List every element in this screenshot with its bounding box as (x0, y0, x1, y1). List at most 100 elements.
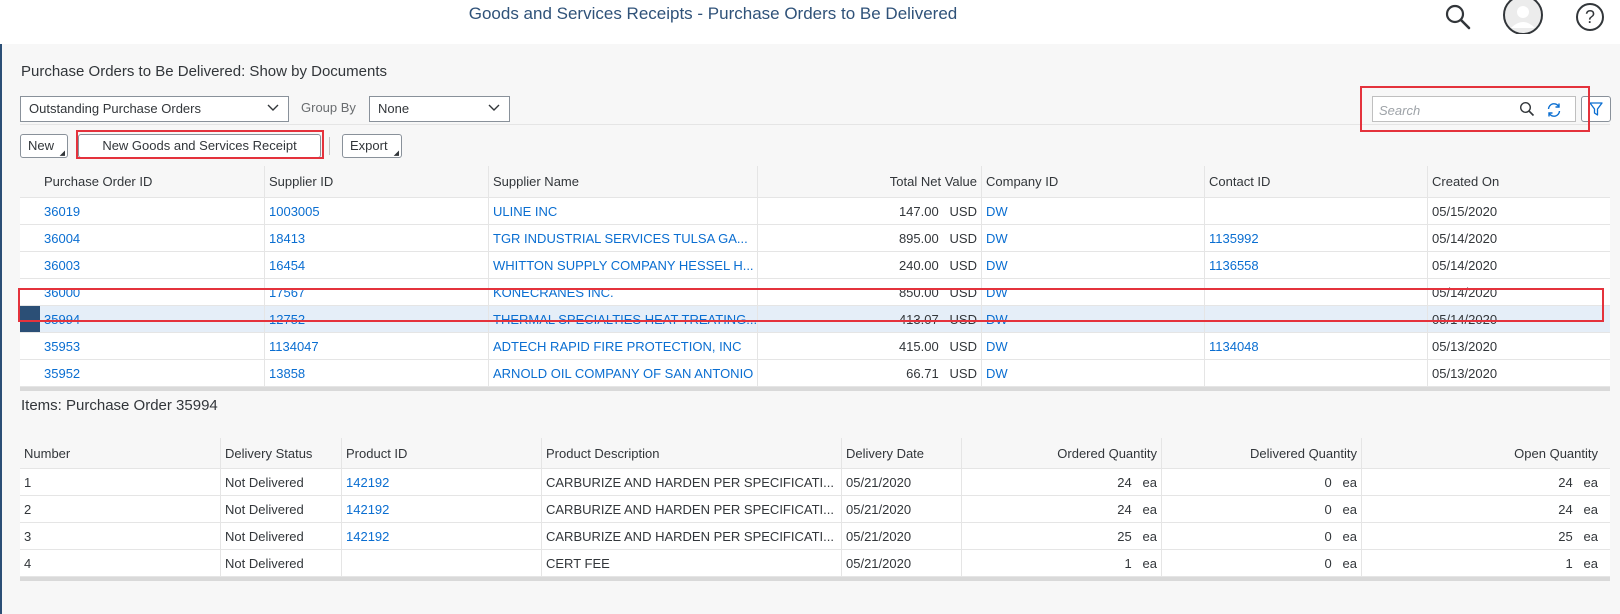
supplier-id-link[interactable]: 16454 (264, 252, 488, 278)
filter-button[interactable] (1581, 96, 1611, 122)
column-header[interactable]: Product Description (541, 438, 841, 468)
ordered-quantity-cell: 24 ea (961, 469, 1161, 495)
refresh-icon[interactable] (1545, 101, 1563, 119)
help-button[interactable]: ? (1572, 0, 1608, 34)
export-button[interactable]: Export ◢ (342, 134, 402, 158)
table-row[interactable]: 35953 1134047 ADTECH RAPID FIRE PROTECTI… (20, 333, 1610, 360)
chevron-down-icon (488, 104, 500, 111)
group-by-value: None (378, 101, 410, 116)
search-icon[interactable] (1519, 101, 1535, 117)
row-selection-marker[interactable] (20, 306, 40, 332)
product-id-link[interactable] (341, 550, 541, 576)
po-id-link[interactable]: 35953 (44, 339, 81, 354)
column-header[interactable]: Created On (1427, 166, 1610, 197)
table-row[interactable]: 1 Not Delivered 142192 CARBURIZE AND HAR… (20, 469, 1610, 496)
supplier-name-link[interactable]: ADTECH RAPID FIRE PROTECTION, INC (488, 333, 757, 359)
open-quantity-cell: 25 ea (1361, 523, 1610, 549)
contact-id-link[interactable]: 1134048 (1204, 333, 1427, 359)
search-input[interactable] (1379, 101, 1504, 119)
table-row[interactable]: 35994 12752 THERMAL SPECIALTIES HEAT TRE… (20, 306, 1610, 333)
menu-corner-icon: ◢ (393, 150, 399, 157)
column-header[interactable]: Delivery Date (841, 438, 961, 468)
table-row[interactable]: 3 Not Delivered 142192 CARBURIZE AND HAR… (20, 523, 1610, 550)
column-header[interactable]: Number (24, 446, 71, 461)
column-header[interactable]: Purchase Order ID (44, 174, 153, 189)
product-id-link[interactable]: 142192 (341, 496, 541, 522)
company-id-link[interactable]: DW (981, 252, 1204, 278)
column-header[interactable]: Open Quantity (1361, 438, 1610, 468)
table-bottom-bar (20, 577, 1610, 581)
shell-bar: Goods and Services Receipts - Purchase O… (0, 0, 1620, 44)
table-row[interactable]: 35952 13858 ARNOLD OIL COMPANY OF SAN AN… (20, 360, 1610, 387)
supplier-name-link[interactable]: ARNOLD OIL COMPANY OF SAN ANTONIO (488, 360, 757, 386)
company-id-link[interactable]: DW (981, 306, 1204, 332)
group-by-select[interactable]: None (369, 96, 510, 122)
column-header[interactable]: Supplier Name (488, 166, 757, 197)
po-id-link[interactable]: 36003 (44, 258, 81, 273)
supplier-id-link[interactable]: 1003005 (264, 198, 488, 224)
contact-id-link[interactable] (1204, 279, 1427, 305)
currency: USD (949, 339, 977, 354)
net-value-cell: 66.71 USD (757, 360, 981, 386)
column-header[interactable]: Company ID (981, 166, 1204, 197)
supplier-name-link[interactable]: WHITTON SUPPLY COMPANY HESSEL H... (488, 252, 757, 278)
table-row[interactable]: 36003 16454 WHITTON SUPPLY COMPANY HESSE… (20, 252, 1610, 279)
column-header[interactable]: Total Net Value (757, 166, 981, 197)
shell-search-button[interactable] (1440, 2, 1476, 32)
open-quantity-cell: 1 ea (1361, 550, 1610, 576)
contact-id-link[interactable]: 1136558 (1204, 252, 1427, 278)
contact-id-link[interactable] (1204, 306, 1427, 332)
po-id-link[interactable]: 36019 (44, 204, 81, 219)
supplier-id-link[interactable]: 13858 (264, 360, 488, 386)
contact-id-link[interactable] (1204, 198, 1427, 224)
table-row[interactable]: 2 Not Delivered 142192 CARBURIZE AND HAR… (20, 496, 1610, 523)
item-number-cell: 1 (24, 475, 32, 490)
supplier-id-link[interactable]: 18413 (264, 225, 488, 251)
delivered-quantity: 0 (1324, 502, 1332, 517)
product-id-link[interactable]: 142192 (341, 469, 541, 495)
column-header[interactable]: Product ID (341, 438, 541, 468)
ordered-quantity-cell: 1 ea (961, 550, 1161, 576)
po-id-link[interactable]: 36004 (44, 231, 81, 246)
supplier-name-link[interactable]: TGR INDUSTRIAL SERVICES TULSA GA... (488, 225, 757, 251)
supplier-id-link[interactable]: 12752 (264, 306, 488, 332)
column-header[interactable]: Contact ID (1204, 166, 1427, 197)
user-avatar-button[interactable] (1502, 0, 1544, 34)
contact-id-link[interactable] (1204, 360, 1427, 386)
supplier-name-link[interactable]: THERMAL SPECIALTIES HEAT TREATING... (488, 306, 757, 332)
ordered-quantity: 25 (1117, 529, 1132, 544)
column-header[interactable]: Ordered Quantity (961, 438, 1161, 468)
new-button[interactable]: New ◢ (20, 134, 68, 158)
net-value: 415.00 (898, 339, 939, 354)
column-header[interactable]: Supplier ID (264, 166, 488, 197)
table-row[interactable]: 36019 1003005 ULINE INC 147.00 USD DW 05… (20, 198, 1610, 225)
menu-corner-icon: ◢ (59, 150, 65, 157)
product-id-link[interactable]: 142192 (341, 523, 541, 549)
currency: USD (949, 258, 977, 273)
created-on-cell: 05/14/2020 (1427, 252, 1610, 278)
view-select[interactable]: Outstanding Purchase Orders (20, 96, 289, 122)
column-header[interactable]: Delivery Status (220, 438, 341, 468)
unit: ea (1142, 502, 1157, 517)
items-body: 1 Not Delivered 142192 CARBURIZE AND HAR… (20, 469, 1610, 577)
net-value-cell: 413.07 USD (757, 306, 981, 332)
po-id-link[interactable]: 35952 (44, 366, 81, 381)
supplier-id-link[interactable]: 1134047 (264, 333, 488, 359)
po-id-link[interactable]: 35994 (44, 312, 81, 327)
unit: ea (1342, 502, 1357, 517)
company-id-link[interactable]: DW (981, 198, 1204, 224)
column-header[interactable]: Delivered Quantity (1161, 438, 1361, 468)
currency: USD (949, 312, 977, 327)
table-row[interactable]: 36004 18413 TGR INDUSTRIAL SERVICES TULS… (20, 225, 1610, 252)
company-id-link[interactable]: DW (981, 333, 1204, 359)
company-id-link[interactable]: DW (981, 225, 1204, 251)
purchase-orders-body: 36019 1003005 ULINE INC 147.00 USD DW 05… (20, 198, 1610, 387)
view-select-value: Outstanding Purchase Orders (29, 101, 201, 116)
search-icon (1445, 4, 1471, 30)
delivery-status-cell: Not Delivered (220, 469, 341, 495)
contact-id-link[interactable]: 1135992 (1204, 225, 1427, 251)
company-id-link[interactable]: DW (981, 360, 1204, 386)
net-value-cell: 415.00 USD (757, 333, 981, 359)
supplier-name-link[interactable]: ULINE INC (488, 198, 757, 224)
table-row[interactable]: 4 Not Delivered CERT FEE 05/21/2020 1 ea… (20, 550, 1610, 577)
